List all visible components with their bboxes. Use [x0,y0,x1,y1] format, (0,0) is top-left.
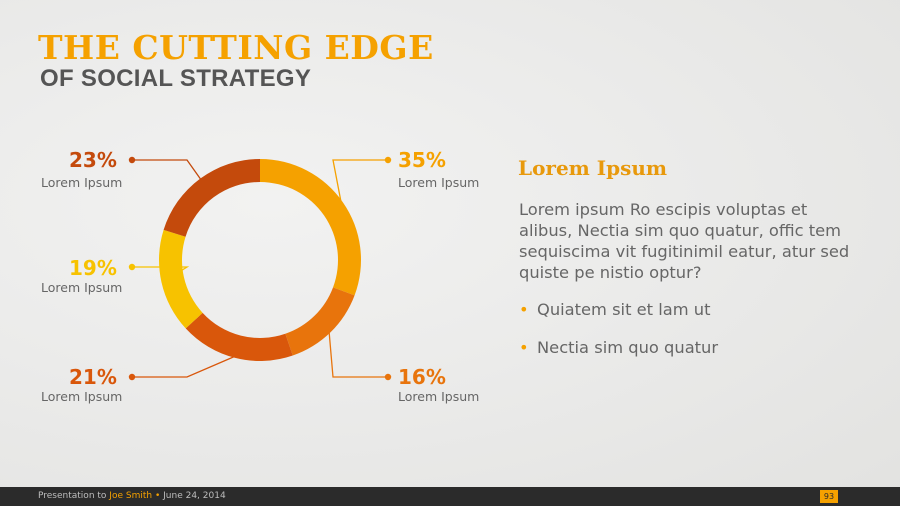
donut-slice [185,312,293,361]
slice-percent-label: 23% [69,148,117,172]
footer-prefix: Presentation to [38,491,107,501]
leader-dot [384,156,392,164]
bullet-text: Nectia sim quo quatur [537,338,719,357]
bullet-list: • Quiatem sit et lam ut • Nectia sim quo… [519,300,718,376]
donut-slices [158,159,361,361]
footer-text: Presentation to Joe Smith • June 24, 201… [38,490,226,502]
slice-category-label: Lorem Ipsum [41,175,123,190]
bullet-item: • Quiatem sit et lam ut [519,300,718,338]
footer-separator: • [154,491,161,501]
leader-line [332,159,388,204]
leader-lines [128,156,392,381]
slice-category-label: Lorem Ipsum [41,280,123,295]
leader-dot [128,263,136,271]
donut-slice [285,287,355,356]
leader-dot [384,373,392,381]
slide-subtitle: OF SOCIAL STRATEGY [40,65,312,92]
bullet-dot-icon: • [519,300,529,319]
leader-line [132,355,236,378]
leader-line [132,266,190,283]
leader-dot [128,156,136,164]
bullet-dot-icon: • [519,338,529,357]
footer-bar: Presentation to Joe Smith • June 24, 201… [0,487,900,506]
slice-percent-label: 16% [398,365,446,389]
bullet-text: Quiatem sit et lam ut [537,300,711,319]
slice-category-label: Lorem Ipsum [398,175,480,190]
panel-body: Lorem ipsum Ro escipis voluptas et alibu… [519,200,850,282]
panel-heading: Lorem Ipsum [518,156,668,180]
leader-dot [128,373,136,381]
bullet-item: • Nectia sim quo quatur [519,338,718,376]
donut-chart [128,156,392,381]
leader-line [328,330,388,378]
slice-percent-label: 35% [398,148,446,172]
footer-date: June 24, 2014 [163,491,226,501]
slice-percent-label: 21% [69,365,117,389]
slide-title: THE CUTTING EDGE [38,28,434,67]
donut-slice [163,159,260,237]
donut-slice [158,229,203,329]
leader-line [132,159,202,181]
footer-name: Joe Smith [109,491,153,501]
donut-slice [260,159,361,296]
page-number: 93 [820,490,838,503]
slice-category-label: Lorem Ipsum [41,389,123,404]
slice-category-label: Lorem Ipsum [398,389,480,404]
slice-percent-label: 19% [69,256,117,280]
